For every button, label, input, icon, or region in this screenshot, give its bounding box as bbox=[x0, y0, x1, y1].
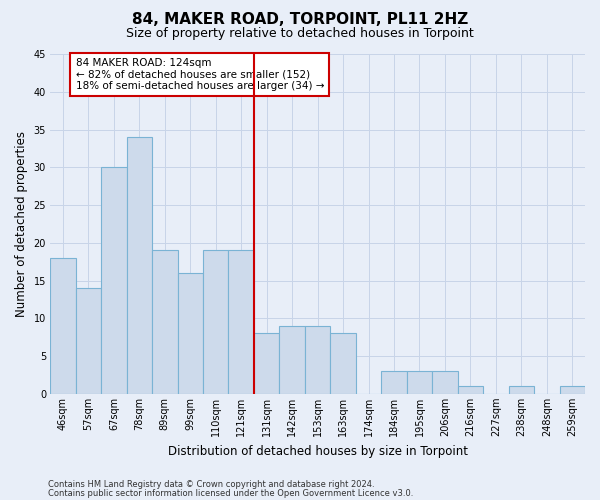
Bar bbox=[509, 386, 534, 394]
Bar bbox=[280, 326, 305, 394]
Bar bbox=[432, 371, 458, 394]
Bar bbox=[76, 288, 101, 394]
Text: Contains HM Land Registry data © Crown copyright and database right 2024.: Contains HM Land Registry data © Crown c… bbox=[48, 480, 374, 489]
Text: Contains public sector information licensed under the Open Government Licence v3: Contains public sector information licen… bbox=[48, 488, 413, 498]
Text: 84, MAKER ROAD, TORPOINT, PL11 2HZ: 84, MAKER ROAD, TORPOINT, PL11 2HZ bbox=[132, 12, 468, 28]
Bar bbox=[178, 273, 203, 394]
Bar bbox=[458, 386, 483, 394]
Bar bbox=[152, 250, 178, 394]
Bar bbox=[407, 371, 432, 394]
Bar bbox=[305, 326, 331, 394]
Bar bbox=[254, 334, 280, 394]
Bar bbox=[560, 386, 585, 394]
Y-axis label: Number of detached properties: Number of detached properties bbox=[15, 131, 28, 317]
Bar bbox=[203, 250, 229, 394]
Bar bbox=[229, 250, 254, 394]
Text: Size of property relative to detached houses in Torpoint: Size of property relative to detached ho… bbox=[126, 28, 474, 40]
Bar bbox=[331, 334, 356, 394]
Bar bbox=[381, 371, 407, 394]
X-axis label: Distribution of detached houses by size in Torpoint: Distribution of detached houses by size … bbox=[167, 444, 467, 458]
Text: 84 MAKER ROAD: 124sqm
← 82% of detached houses are smaller (152)
18% of semi-det: 84 MAKER ROAD: 124sqm ← 82% of detached … bbox=[76, 58, 324, 91]
Bar bbox=[127, 137, 152, 394]
Bar bbox=[50, 258, 76, 394]
Bar bbox=[101, 168, 127, 394]
